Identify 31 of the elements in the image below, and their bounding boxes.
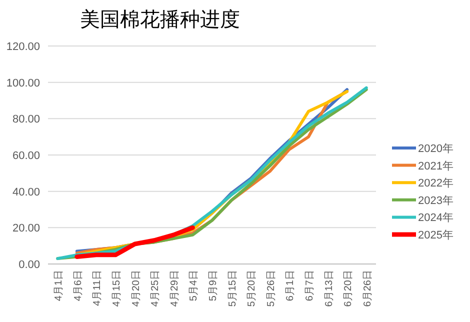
x-tick-label: 5月20日 xyxy=(246,270,258,307)
legend-label: 2024年 xyxy=(418,212,454,224)
x-tick-label: 6月26日 xyxy=(362,270,374,307)
x-tick-label: 5月26日 xyxy=(266,270,277,307)
y-tick-label: 40.00 xyxy=(12,186,40,198)
legend-label: 2022年 xyxy=(418,178,454,190)
y-tick-label: 20.00 xyxy=(12,222,40,235)
x-tick-label: 4月15日 xyxy=(112,270,123,307)
x-tick-label: 5月4日 xyxy=(188,270,200,302)
x-tick-label: 4月6日 xyxy=(72,270,84,302)
y-tick-label: 120.00 xyxy=(6,41,40,53)
y-tick-label: 60.00 xyxy=(12,150,40,162)
x-tick-label: 6月13日 xyxy=(324,270,335,307)
x-tick-label: 4月11日 xyxy=(92,270,104,306)
legend-label: 2020年 xyxy=(418,143,454,155)
y-tick-label: 0.00 xyxy=(18,259,40,271)
y-tick-label: 80.00 xyxy=(12,114,40,126)
x-tick-label: 6月1日 xyxy=(285,270,296,302)
x-tick-label: 6月20日 xyxy=(343,270,354,307)
x-tick-label: 4月20日 xyxy=(130,270,142,307)
x-tick-label: 4月29日 xyxy=(169,270,180,307)
x-tick-label: 5月15日 xyxy=(227,270,238,307)
title: 美国棉花播种进度 xyxy=(80,9,240,31)
legend-label: 2025年 xyxy=(418,230,454,242)
legend-label: 2023年 xyxy=(418,194,454,207)
x-tick-label: 4月25日 xyxy=(150,270,162,307)
y-tick-label: 100.00 xyxy=(6,77,40,90)
x-tick-label: 4月1日 xyxy=(54,270,65,302)
x-tick-label: 6月7日 xyxy=(304,270,316,302)
x-tick-label: 5月9日 xyxy=(208,270,219,302)
legend-label: 2021年 xyxy=(418,160,454,172)
